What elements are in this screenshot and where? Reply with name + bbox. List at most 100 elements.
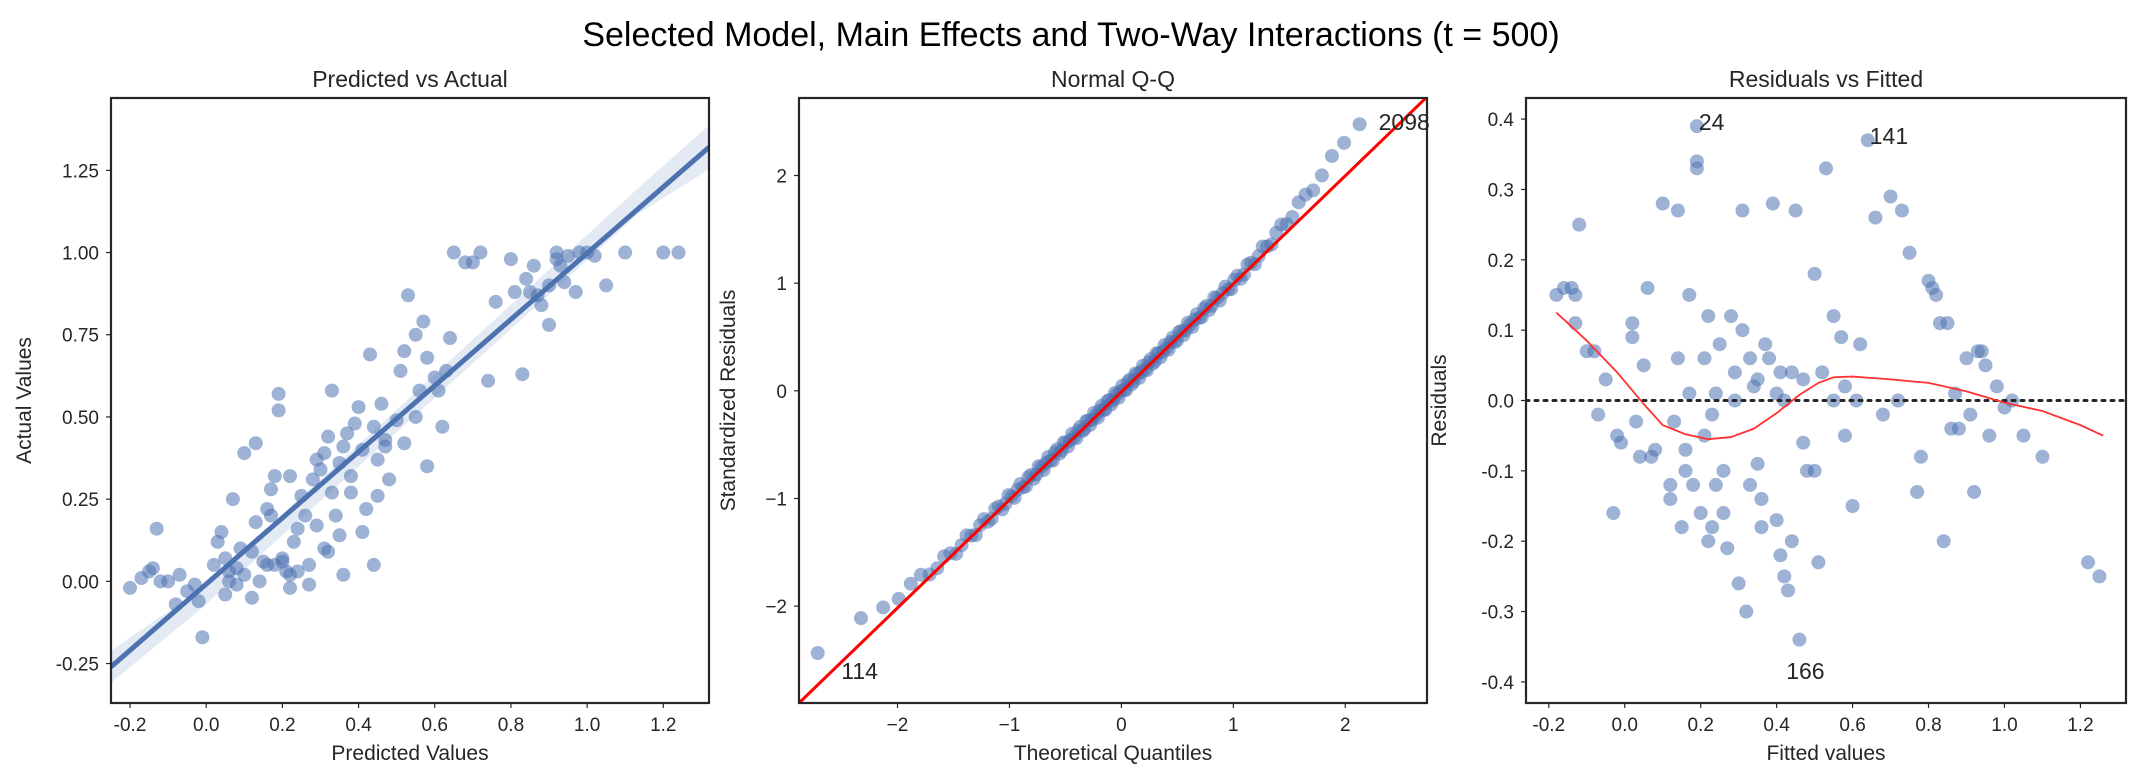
data-point	[248, 436, 263, 451]
data-point	[305, 472, 320, 487]
residual-point	[1989, 379, 2004, 394]
residual-point	[1754, 520, 1769, 535]
data-point	[618, 245, 633, 260]
data-point	[481, 373, 496, 388]
residual-point	[1959, 351, 1974, 366]
plot-title: Residuals vs Fitted	[1729, 66, 1923, 92]
data-point	[488, 294, 503, 309]
residual-point	[1784, 365, 1799, 380]
y-tick-label: -0.2	[1481, 532, 1514, 553]
data-point	[343, 485, 358, 500]
data-point	[191, 594, 206, 609]
data-point	[343, 469, 358, 484]
qq-point	[853, 611, 868, 626]
residual-point	[1686, 477, 1701, 492]
y-tick-label: 0.50	[62, 408, 99, 429]
data-point	[420, 459, 435, 474]
x-tick-label: 1.0	[1991, 715, 2017, 736]
data-point	[408, 327, 423, 342]
plot-title: Predicted vs Actual	[312, 66, 508, 92]
data-point	[290, 564, 305, 579]
x-tick-label: 0.6	[1839, 715, 1865, 736]
data-point	[336, 567, 351, 582]
residual-point	[1826, 309, 1841, 324]
data-point	[214, 525, 229, 540]
residual-point	[1663, 491, 1678, 506]
residual-point	[1773, 365, 1788, 380]
residual-point	[1712, 337, 1727, 352]
data-point	[218, 587, 233, 602]
residual-point	[1792, 632, 1807, 647]
residual-point	[1811, 555, 1826, 570]
y-tick-label: 1.00	[62, 244, 99, 265]
residual-point	[1682, 386, 1697, 401]
residual-point	[1708, 477, 1723, 492]
x-tick-label: 0.0	[1612, 715, 1638, 736]
residual-point	[1701, 534, 1716, 549]
residual-point	[1705, 407, 1720, 422]
residual-point	[1849, 393, 1864, 408]
data-point	[267, 469, 282, 484]
data-point	[446, 245, 461, 260]
residual-point	[1807, 266, 1822, 281]
residual-point	[1682, 287, 1697, 302]
residual-point	[1940, 316, 1955, 331]
residual-point	[1708, 386, 1723, 401]
residual-point	[1648, 442, 1663, 457]
x-tick-label: 1	[1228, 715, 1239, 736]
residual-point	[1735, 203, 1750, 218]
residual-point	[1587, 344, 1602, 359]
data-point	[359, 502, 374, 517]
y-tick-label: 0.4	[1488, 110, 1515, 131]
residual-point	[1743, 351, 1758, 366]
data-point	[263, 482, 278, 497]
qq-point	[1324, 148, 1339, 163]
x-tick-label: −2	[887, 715, 909, 736]
data-point	[283, 580, 298, 595]
data-point	[302, 557, 317, 572]
y-tick-label: −2	[765, 597, 787, 618]
y-tick-label: 0.3	[1488, 180, 1514, 201]
x-tick-label: −1	[999, 715, 1021, 736]
data-point	[252, 574, 267, 589]
x-axis-label: Fitted values	[1766, 742, 1885, 765]
point-annotation: 114	[841, 658, 878, 684]
y-axis-label: Residuals	[1428, 354, 1451, 446]
data-point	[229, 577, 244, 592]
residual-point	[1868, 210, 1883, 225]
data-point	[355, 525, 370, 540]
x-tick-label: 1.2	[650, 715, 676, 736]
residual-point	[2016, 428, 2031, 443]
residual-point	[1606, 506, 1621, 521]
data-point	[599, 278, 614, 293]
data-point	[340, 426, 355, 441]
data-point	[324, 485, 339, 500]
plot-frame	[797, 96, 1429, 705]
residual-point	[1636, 358, 1651, 373]
data-point	[271, 386, 286, 401]
residual-point	[1978, 358, 1993, 373]
data-point	[347, 416, 362, 431]
residual-point	[1689, 154, 1704, 169]
data-point	[290, 521, 305, 536]
residual-point	[1784, 534, 1799, 549]
x-axis-label: Theoretical Quantiles	[1014, 742, 1212, 765]
y-tick-label: 0.00	[62, 572, 99, 593]
data-point	[363, 347, 378, 362]
figure-suptitle: Selected Model, Main Effects and Two-Way…	[582, 16, 1559, 54]
residual-point	[1670, 203, 1685, 218]
data-point	[298, 508, 313, 523]
residual-point	[1591, 407, 1606, 422]
residual-point	[1613, 435, 1628, 450]
residual-point	[1735, 323, 1750, 338]
x-tick-label: 0.8	[1915, 715, 1941, 736]
plot-area	[111, 125, 709, 683]
data-point	[332, 528, 347, 543]
data-point	[374, 396, 389, 411]
y-axis-label: Actual Values	[13, 337, 36, 464]
data-point	[161, 574, 176, 589]
x-tick-label: 1.0	[574, 715, 600, 736]
x-tick-label: 0.4	[1763, 715, 1790, 736]
regression-line	[111, 145, 709, 669]
data-point	[123, 580, 138, 595]
